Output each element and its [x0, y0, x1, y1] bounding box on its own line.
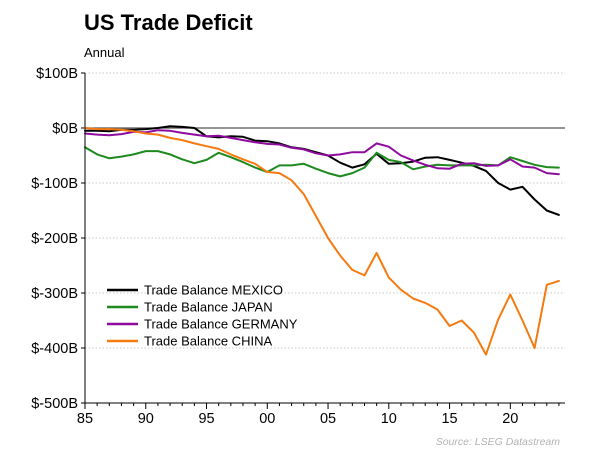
plot-axes — [84, 73, 565, 404]
chart-subtitle: Annual — [84, 45, 125, 60]
y-tick-label: $-200B — [31, 231, 78, 247]
legend-label: Trade Balance MEXICO — [144, 283, 283, 298]
legend: Trade Balance MEXICO Trade Balance JAPAN T… — [107, 283, 298, 349]
y-tick-label: $-100B — [31, 176, 78, 192]
source-note: Source: LSEG Datastream — [435, 436, 560, 448]
series-lines — [84, 125, 560, 356]
y-tick-label: $100B — [36, 66, 78, 82]
legend-label: Trade Balance GERMANY — [144, 317, 298, 332]
series-line — [84, 127, 560, 356]
y-tick-label: $-500B — [31, 396, 78, 412]
y-axis-ticks: $100B $0B $-100B $-200B $-300B $-400B $-500B — [31, 66, 85, 412]
legend-label: Trade Balance CHINA — [144, 334, 272, 349]
y-tick-label: $0B — [52, 121, 78, 137]
x-tick-label: 20 — [502, 411, 518, 427]
x-axis-ticks: 85 90 95 00 05 10 15 20 — [77, 403, 560, 427]
y-tick-label: $-400B — [31, 341, 78, 357]
x-tick-label: 10 — [381, 411, 397, 427]
x-tick-label: 90 — [138, 411, 154, 427]
series-line — [84, 129, 560, 176]
x-tick-label: 00 — [259, 411, 275, 427]
x-tick-label: 15 — [441, 411, 457, 427]
x-tick-label: 95 — [198, 411, 214, 427]
x-tick-label: 85 — [77, 411, 93, 427]
y-tick-label: $-300B — [31, 286, 78, 302]
chart-title: US Trade Deficit — [84, 10, 253, 35]
legend-label: Trade Balance JAPAN — [144, 300, 273, 315]
x-tick-label: 05 — [320, 411, 336, 427]
